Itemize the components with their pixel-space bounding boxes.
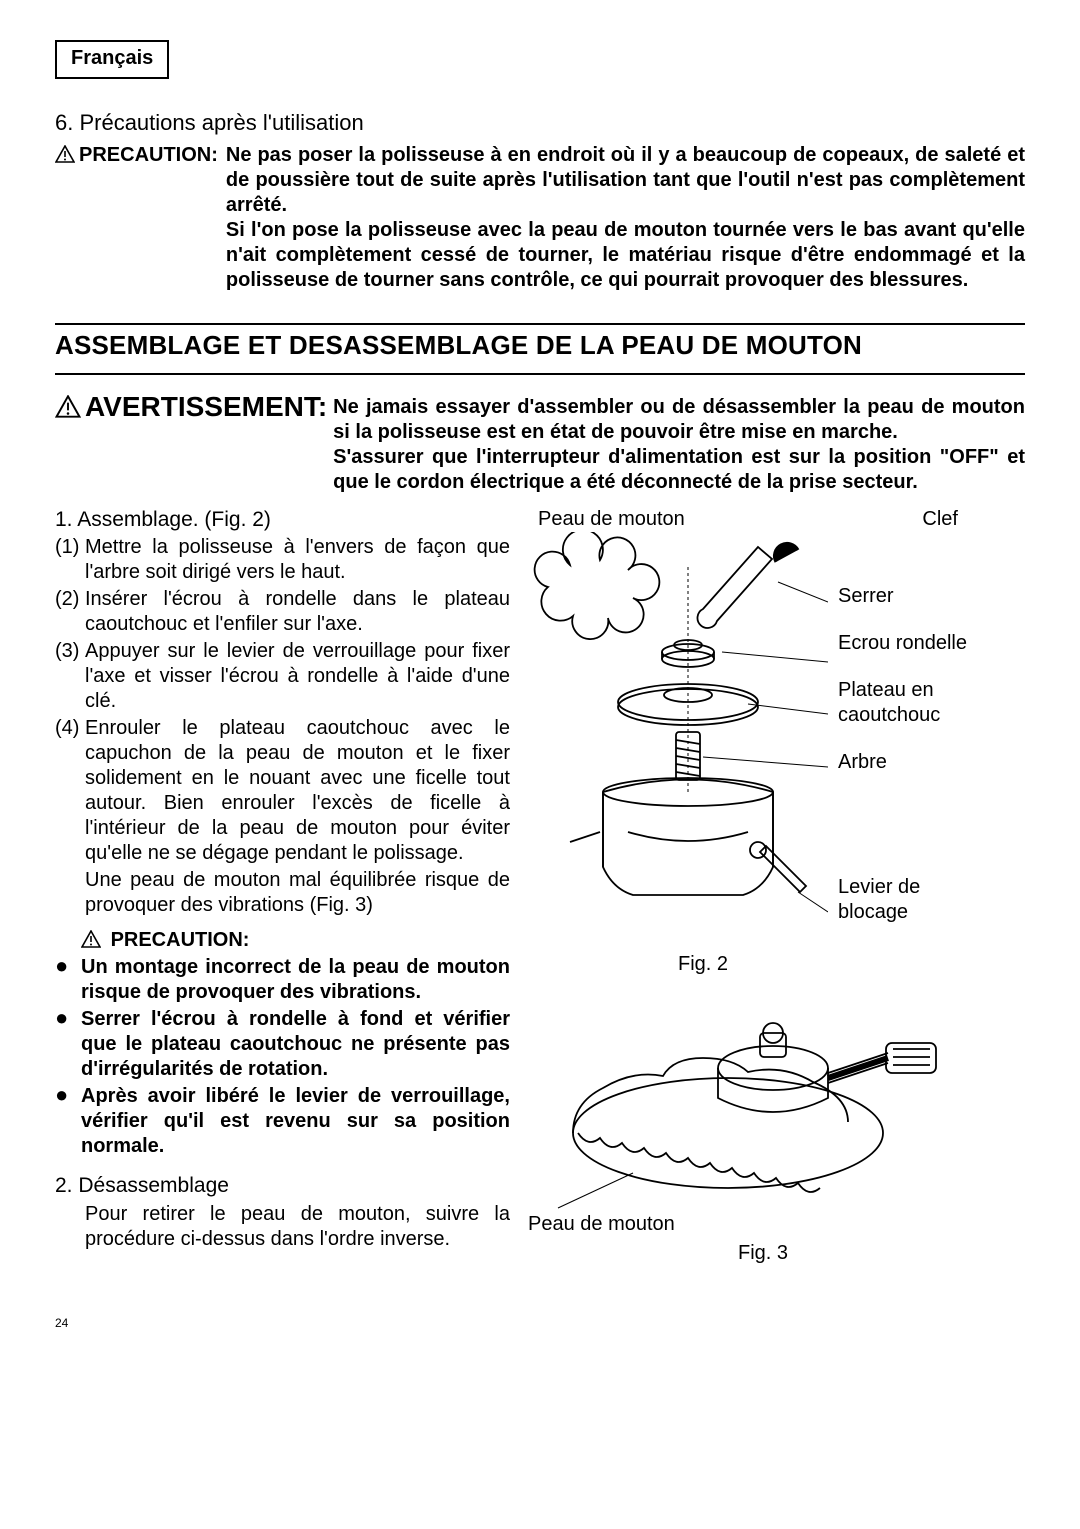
fig2-diagram	[528, 532, 828, 972]
avertissement-text: Ne jamais essayer d'assembler ou de désa…	[333, 389, 1025, 495]
step-2: (2)Insérer l'écrou à rondelle dans le pl…	[55, 587, 510, 637]
divider-top	[55, 323, 1025, 325]
step-num: (4)	[55, 716, 85, 866]
fig2-label-ecrou: Ecrou rondelle	[838, 631, 967, 656]
disassembly-heading: 2. Désassemblage	[55, 1173, 510, 1199]
step-1: (1)Mettre la polisseuse à l'envers de fa…	[55, 535, 510, 585]
bullet-text: Un montage incorrect de la peau de mouto…	[81, 955, 510, 1005]
fig2-label-levier: Levier de blocage	[838, 875, 938, 925]
precaution-2-label-row: PRECAUTION:	[55, 928, 510, 953]
fig2-label-clef: Clef	[922, 507, 958, 532]
fig2-label-arbre: Arbre	[838, 750, 967, 775]
fig3-diagram	[528, 983, 958, 1223]
figure-2: Serrer Ecrou rondelle Plateau en caoutch…	[528, 532, 998, 972]
step-4: (4)Enrouler le plateau caoutchouc avec l…	[55, 716, 510, 866]
step-num: (2)	[55, 587, 85, 637]
warning-triangle-icon	[55, 395, 81, 418]
divider-bottom	[55, 373, 1025, 375]
assembly-note-text: Une peau de mouton mal équilibrée risque…	[85, 868, 510, 918]
fig2-label-plateau: Plateau en caoutchouc	[838, 678, 958, 728]
bullet-text: Serrer l'écrou à rondelle à fond et véri…	[81, 1007, 510, 1082]
step-num: (1)	[55, 535, 85, 585]
bullet-text: Après avoir libéré le levier de verrouil…	[81, 1084, 510, 1159]
bullet-dot: ●	[55, 955, 81, 1005]
precaution-1-label-text: PRECAUTION:	[79, 144, 218, 166]
precaution-block-1: PRECAUTION: Ne pas poser la polisseuse à…	[55, 143, 1025, 293]
warning-triangle-icon	[55, 145, 75, 163]
assembly-heading: 1. Assemblage. (Fig. 2)	[55, 507, 510, 533]
avertissement-label: AVERTISSEMENT:	[55, 389, 327, 424]
disassembly-section: 2. Désassemblage Pour retirer le peau de…	[55, 1173, 510, 1251]
fig2-top-labels: Peau de mouton Clef	[528, 507, 998, 532]
avertissement-label-text: AVERTISSEMENT:	[85, 391, 327, 422]
step-num: (3)	[55, 639, 85, 714]
fig2-label-serrer: Serrer	[838, 584, 967, 609]
warning-triangle-icon	[81, 930, 101, 948]
bullet-dot: ●	[55, 1084, 81, 1159]
avertissement-block: AVERTISSEMENT: Ne jamais essayer d'assem…	[55, 389, 1025, 495]
step-3: (3)Appuyer sur le levier de verrouillage…	[55, 639, 510, 714]
figure-3: Peau de mouton Fig. 3	[528, 983, 998, 1266]
two-column-layout: 1. Assemblage. (Fig. 2) (1)Mettre la pol…	[55, 507, 1025, 1266]
precaution-bullets: ●Un montage incorrect de la peau de mout…	[55, 955, 510, 1159]
precaution-2-label: PRECAUTION:	[111, 929, 250, 951]
assembly-note: Une peau de mouton mal équilibrée risque…	[55, 868, 510, 918]
step-text: Appuyer sur le levier de verrouillage po…	[85, 639, 510, 714]
fig2-right-labels: Serrer Ecrou rondelle Plateau en caoutch…	[838, 532, 967, 972]
page-number: 24	[55, 1316, 1025, 1331]
right-column: Peau de mouton Clef	[528, 507, 998, 1266]
disassembly-text: Pour retirer le peau de mouton, suivre l…	[55, 1202, 510, 1252]
step-text: Enrouler le plateau caoutchouc avec le c…	[85, 716, 510, 866]
step-text: Mettre la polisseuse à l'envers de façon…	[85, 535, 510, 585]
fig3-caption: Fig. 3	[528, 1241, 998, 1266]
left-column: 1. Assemblage. (Fig. 2) (1)Mettre la pol…	[55, 507, 510, 1266]
main-section-title: ASSEMBLAGE ET DESASSEMBLAGE DE LA PEAU D…	[55, 329, 1025, 362]
bullet-dot: ●	[55, 1007, 81, 1082]
section-6-heading: 6. Précautions après l'utilisation	[55, 109, 1025, 137]
language-box: Français	[55, 40, 169, 79]
precaution-1-text: Ne pas poser la polisseuse à en endroit …	[226, 143, 1025, 293]
precaution-1-label: PRECAUTION:	[55, 143, 218, 168]
step-text: Insérer l'écrou à rondelle dans le plate…	[85, 587, 510, 637]
fig2-label-peau: Peau de mouton	[538, 507, 685, 532]
